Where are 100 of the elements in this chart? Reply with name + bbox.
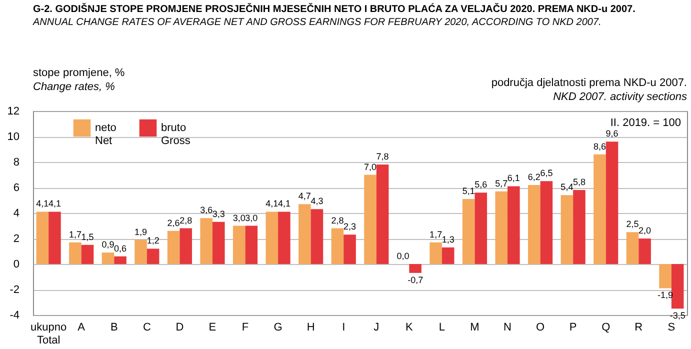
bar xyxy=(298,204,311,264)
data-label: 3,3 xyxy=(212,208,225,219)
bar xyxy=(331,228,344,264)
x-tick-label: R xyxy=(634,322,643,334)
data-label: 9,6 xyxy=(606,128,618,139)
data-label: 1,2 xyxy=(146,236,160,246)
bar xyxy=(528,184,540,264)
data-label: 0,6 xyxy=(114,243,127,254)
bar xyxy=(69,242,82,264)
x-tick-label: P xyxy=(569,322,577,334)
bar xyxy=(114,256,126,264)
data-label: 4,7 xyxy=(298,191,311,202)
bar xyxy=(594,154,606,264)
y-tick-label: -4 xyxy=(10,310,20,322)
x-tick-label: G xyxy=(274,322,282,334)
chart-title: G-2. GODIŠNJE STOPE PROMJENE PROSJEČNIH MJESEČNIH NETO I BRUTO PLAĆA ZA VELJAČU 2020. PREMA NKD-u 2007. xyxy=(33,3,636,15)
bar xyxy=(626,232,639,264)
x-tick-label: Q xyxy=(602,322,611,334)
data-label: 2,8 xyxy=(180,215,192,226)
x-tick-label: E xyxy=(208,322,216,334)
data-label: 1,3 xyxy=(442,234,454,244)
data-label: 4,1 xyxy=(48,198,61,209)
y-tick-label: 6 xyxy=(13,182,20,194)
bar xyxy=(671,264,684,309)
x-tick-label: O xyxy=(536,322,546,334)
bar xyxy=(540,181,553,264)
bar xyxy=(48,212,61,264)
bar xyxy=(364,174,376,264)
data-label: 6,2 xyxy=(528,172,540,182)
data-label: 2,5 xyxy=(626,219,639,230)
data-label: 2,6 xyxy=(167,218,180,228)
x-tick-label: D xyxy=(176,322,184,334)
bar xyxy=(573,190,586,264)
x-tick-label: H xyxy=(306,322,315,334)
bar xyxy=(232,226,246,264)
x-axis-title: područja djelatnosti prema NKD-u 2007. NKD 2007. activity sections xyxy=(491,77,688,103)
bar xyxy=(146,248,160,264)
bar xyxy=(430,242,442,264)
data-label: 3,0 xyxy=(245,212,258,223)
bar xyxy=(278,212,290,264)
data-label: 3,6 xyxy=(200,205,213,216)
y-tick-label: 10 xyxy=(7,131,20,143)
bar xyxy=(266,212,278,264)
data-label: -0,7 xyxy=(408,274,424,285)
data-label: 1,7 xyxy=(430,229,442,240)
data-label: 5,7 xyxy=(495,178,508,188)
data-label: 4,3 xyxy=(310,196,324,206)
data-label: 5,8 xyxy=(572,177,586,188)
data-label: 4,1 xyxy=(36,198,49,209)
x-tick-label: A xyxy=(78,322,86,334)
data-label: 7,0 xyxy=(364,162,376,172)
x-tick-label: L xyxy=(438,322,446,334)
data-label: 0,9 xyxy=(102,240,114,250)
y-tick-label: 8 xyxy=(13,156,20,168)
x-tick-label: I xyxy=(342,322,346,334)
data-label: 1,7 xyxy=(68,229,82,240)
bar xyxy=(376,164,389,264)
bar xyxy=(134,240,147,264)
data-label: 2,0 xyxy=(638,226,652,236)
data-label: 6,5 xyxy=(540,168,553,178)
y-axis-title: stope promjene, % Change rates, % xyxy=(33,67,125,93)
data-label: 8,6 xyxy=(593,141,606,152)
y-tick-label: 2 xyxy=(13,233,20,245)
data-label: 2,8 xyxy=(331,215,344,226)
data-label: 5,4 xyxy=(560,182,574,192)
bar xyxy=(81,244,94,264)
legend-label: neto Net xyxy=(95,122,116,147)
chart-subtitle: ANNUAL CHANGE RATES OF AVERAGE NET AND GROSS EARNINGS FOR FEBRUARY 2020, ACCORDING TO NKD 2007. xyxy=(32,17,602,28)
data-label: 5,1 xyxy=(462,186,475,196)
bar xyxy=(167,230,180,264)
bar xyxy=(508,186,520,264)
bar xyxy=(462,198,475,264)
x-tick-label: J xyxy=(374,322,380,334)
data-label: -3,5 xyxy=(670,310,686,321)
data-label: 2,3 xyxy=(344,222,356,232)
y-tick-label: -2 xyxy=(10,284,20,296)
bar xyxy=(212,222,225,264)
bar xyxy=(495,191,508,264)
bar xyxy=(606,142,618,264)
data-label: 4,1 xyxy=(278,198,290,209)
data-label: 7,8 xyxy=(376,152,389,162)
y-tick-label: 0 xyxy=(13,258,20,270)
data-label: 5,6 xyxy=(474,180,488,190)
bar xyxy=(659,264,672,288)
x-tick-label: S xyxy=(668,322,676,334)
bar xyxy=(344,234,356,264)
bar xyxy=(310,209,324,264)
data-label: 1,9 xyxy=(134,226,148,237)
data-label: 6,1 xyxy=(507,173,520,184)
x-tick-label: K xyxy=(406,322,414,334)
bar xyxy=(442,247,454,264)
x-tick-label: C xyxy=(142,322,151,334)
bar xyxy=(474,192,488,264)
bar xyxy=(102,252,114,264)
bar xyxy=(245,226,258,264)
bar xyxy=(560,195,574,264)
legend-label: bruto Gross xyxy=(161,122,191,147)
y-tick-label: 12 xyxy=(7,106,20,118)
data-label: 0,0 xyxy=(396,251,410,261)
y-tick-label: 4 xyxy=(13,208,20,220)
